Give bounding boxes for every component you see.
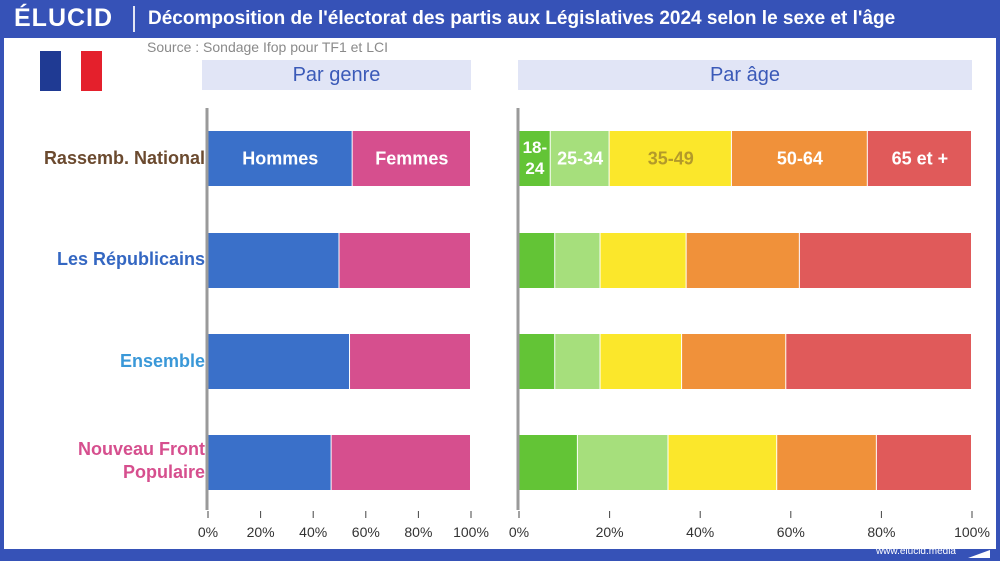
segment-label: Femmes bbox=[375, 149, 448, 169]
panel-header-gender: Par genre bbox=[202, 60, 471, 90]
segment-label: 25-34 bbox=[557, 149, 603, 169]
row-label-line: Nouveau Front bbox=[77, 439, 205, 459]
bar-age-3-0 bbox=[519, 435, 577, 490]
bar-age-1-3 bbox=[686, 233, 799, 288]
x-tick-label: 100% bbox=[453, 524, 489, 540]
segment-label: Hommes bbox=[242, 149, 318, 169]
bar-age-2-0 bbox=[519, 334, 555, 389]
bar-age-0-1 bbox=[550, 131, 609, 186]
chart-title: Décomposition de l'électorat des partis … bbox=[148, 8, 896, 29]
segment-label: 65 et + bbox=[892, 149, 949, 169]
segment-label: 35-49 bbox=[648, 149, 694, 169]
bar-age-0-3 bbox=[731, 131, 867, 186]
bar-age-1-1 bbox=[555, 233, 600, 288]
row-label-line: Populaire bbox=[122, 462, 205, 482]
flag-stripe-red bbox=[81, 51, 103, 91]
header-divider bbox=[133, 6, 135, 32]
segment-label: 50-64 bbox=[777, 149, 823, 169]
bar-age-0-0 bbox=[519, 131, 550, 186]
row-label-nfp: Nouveau Front Populaire bbox=[78, 438, 205, 484]
panel-header-age: Par âge bbox=[518, 60, 972, 90]
bar-age-2-1 bbox=[555, 334, 600, 389]
x-tick-label: 0% bbox=[509, 524, 529, 540]
footer-bar bbox=[0, 549, 1000, 561]
row-label-text: Ensemble bbox=[119, 351, 205, 371]
bar-age-2-3 bbox=[682, 334, 786, 389]
flag-stripe-blue bbox=[40, 51, 61, 91]
row-label-lr: Les Républicains bbox=[57, 248, 205, 271]
x-tick-label: 100% bbox=[954, 524, 990, 540]
bar-age-1-0 bbox=[519, 233, 555, 288]
source-note: Source : Sondage Ifop pour TF1 et LCI bbox=[147, 39, 389, 55]
footer-url: www.elucid.media bbox=[875, 546, 956, 557]
france-flag-icon bbox=[40, 51, 103, 91]
row-label-ensemble: Ensemble bbox=[120, 350, 205, 373]
bar-age-0-4 bbox=[867, 131, 971, 186]
bar-age-3-3 bbox=[777, 435, 876, 490]
flag-stripe-white bbox=[60, 51, 82, 91]
bar-genre-1-0 bbox=[208, 233, 339, 288]
x-tick-label: 20% bbox=[596, 524, 624, 540]
segment-label: 24 bbox=[525, 159, 544, 178]
bar-genre-2-0 bbox=[208, 334, 350, 389]
row-label-text: Les Républicains bbox=[56, 249, 205, 269]
bar-age-2-2 bbox=[600, 334, 682, 389]
row-label-rn: Rassemb. National bbox=[44, 147, 205, 170]
bar-genre-2-1 bbox=[350, 334, 470, 389]
bar-genre-3-0 bbox=[208, 435, 331, 490]
x-tick-label: 60% bbox=[777, 524, 805, 540]
bar-age-3-4 bbox=[876, 435, 971, 490]
x-tick-label: 60% bbox=[352, 524, 380, 540]
x-tick-label: 40% bbox=[299, 524, 327, 540]
x-tick-label: 0% bbox=[198, 524, 218, 540]
bar-genre-0-1 bbox=[352, 131, 470, 186]
header-bar: ÉLUCID Décomposition de l'électorat des … bbox=[0, 0, 1000, 38]
elucid-mark-icon bbox=[968, 550, 990, 558]
bar-age-2-4 bbox=[786, 334, 971, 389]
bar-age-3-2 bbox=[668, 435, 777, 490]
bar-genre-1-1 bbox=[339, 233, 470, 288]
segment-label: 18- bbox=[523, 138, 548, 157]
elucid-logo: ÉLUCID bbox=[14, 4, 114, 32]
bar-genre-3-1 bbox=[331, 435, 470, 490]
x-tick-label: 20% bbox=[247, 524, 275, 540]
x-tick-label: 80% bbox=[404, 524, 432, 540]
x-tick-label: 80% bbox=[867, 524, 895, 540]
bar-genre-0-0 bbox=[208, 131, 352, 186]
bar-age-1-2 bbox=[600, 233, 686, 288]
bar-age-0-2 bbox=[609, 131, 731, 186]
x-tick-label: 40% bbox=[686, 524, 714, 540]
row-label-text: Rassemb. National bbox=[43, 148, 205, 168]
bar-age-3-1 bbox=[577, 435, 668, 490]
bar-age-1-4 bbox=[799, 233, 971, 288]
